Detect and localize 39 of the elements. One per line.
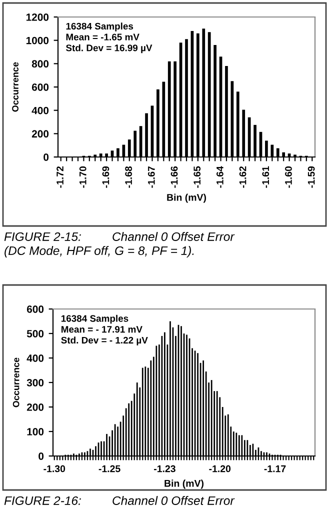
y-tick-label: 200	[26, 404, 44, 411]
y-tick-label: 100	[27, 428, 44, 436]
caption: FIGURE 2-16: Channel 0 Offset Error	[4, 496, 235, 505]
x-tick-label: -1.67	[148, 166, 155, 188]
x-axis-title: Bin (mV)	[164, 480, 204, 489]
annotation: 16384 Samples Mean = - 17.91 mV Std. Dev = - 1.22 µV	[61, 314, 148, 346]
x-tick-label: -1.69	[102, 166, 110, 188]
x-tick-label: -1.17	[264, 465, 286, 472]
x-tick-label: -1.72	[56, 166, 64, 188]
y-tick-label: 400	[26, 354, 44, 362]
x-tick-label: -1.60	[285, 166, 292, 188]
y-tick-label: 400	[32, 106, 49, 114]
annotation: 16384 Samples Mean = -1.65 mV Std. Dev = 16.99 µV	[66, 22, 152, 54]
x-tick-label: -1.64	[216, 166, 224, 188]
y-axis-title: Occurrence	[12, 62, 18, 112]
x-tick-label: -1.30	[44, 465, 66, 472]
x-axis-title: Bin (mV)	[167, 194, 206, 203]
y-tick-label: 600	[32, 84, 49, 91]
y-axis-title: Occurrence	[12, 358, 20, 408]
x-tick-label: -1.65	[194, 166, 201, 188]
y-tick-label: 1000	[26, 36, 49, 44]
x-tick-label: -1.68	[125, 166, 132, 188]
x-tick-label: -1.66	[170, 166, 178, 188]
y-tick-label: 200	[32, 130, 49, 138]
y-tick-label: 0	[38, 452, 44, 460]
x-tick-label: -1.62	[239, 166, 246, 188]
y-tick-label: 500	[26, 330, 44, 338]
x-tick-label: -1.61	[262, 166, 270, 188]
x-tick-label: -1.59	[308, 166, 315, 188]
x-tick-label: -1.70	[79, 166, 86, 188]
caption: FIGURE 2-15: Channel 0 Offset Error (DC Mode, HPF off, G = 8, PF = 1).	[4, 232, 235, 258]
y-tick-label: 600	[26, 306, 44, 313]
y-tick-label: 1200	[26, 14, 49, 21]
x-tick-label: -1.25	[98, 465, 120, 472]
y-tick-label: 300	[26, 379, 44, 386]
y-tick-label: 800	[32, 60, 49, 68]
x-tick-label: -1.23	[154, 465, 176, 472]
x-tick-label: -1.20	[209, 465, 231, 472]
y-tick-label: 0	[44, 154, 49, 161]
